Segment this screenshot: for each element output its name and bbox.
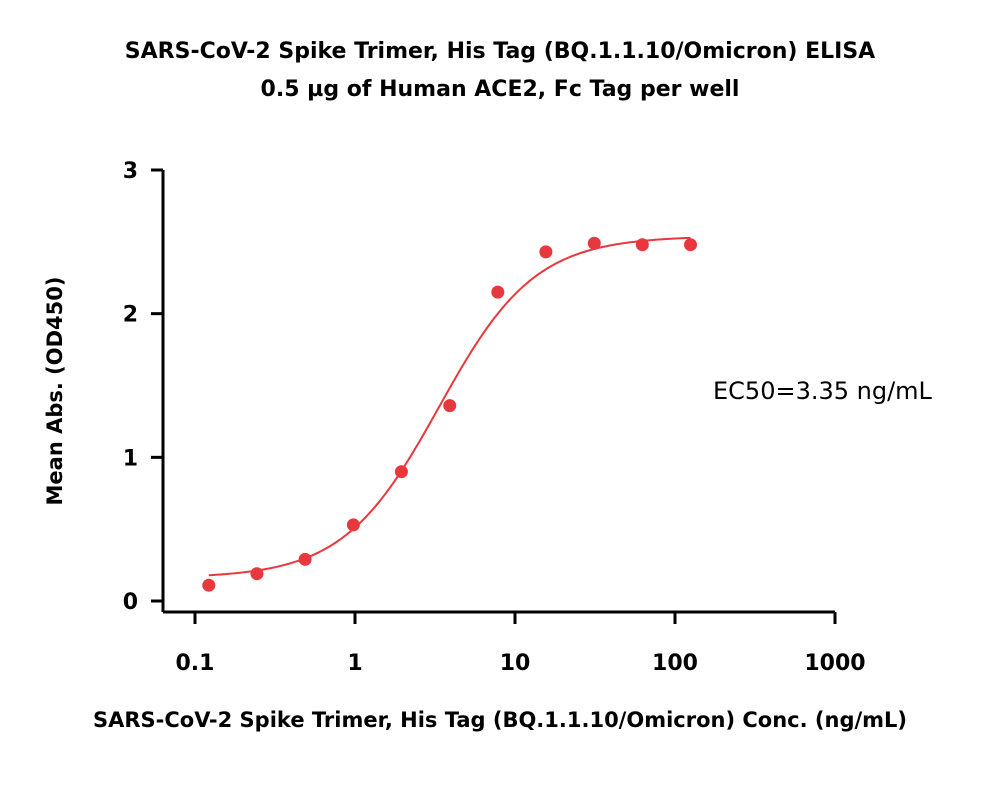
data-point — [394, 465, 408, 479]
data-point — [587, 236, 601, 250]
ticks: 0.1 1 10 100 1000 0 1 2 3 — [123, 159, 866, 676]
axes — [161, 170, 835, 614]
fit-curve — [208, 236, 691, 577]
points-layer — [202, 236, 698, 592]
ec50-annotation: EC50=3.35 ng/mL — [713, 377, 933, 405]
data-point — [298, 552, 312, 566]
x-tick-label: 1 — [347, 651, 362, 676]
y-tick-label: 1 — [123, 446, 138, 471]
chart-title: SARS-CoV-2 Spike Trimer, His Tag (BQ.1.1… — [125, 39, 875, 64]
x-tick-label: 10 — [500, 651, 531, 676]
data-point — [684, 238, 698, 252]
y-axis-title: Mean Abs. (OD450) — [43, 277, 67, 506]
chart-subtitle: 0.5 µg of Human ACE2, Fc Tag per well — [261, 77, 740, 102]
y-tick-label: 3 — [123, 159, 138, 184]
y-tick-label: 0 — [123, 590, 138, 615]
data-point — [635, 238, 649, 252]
data-point — [491, 285, 505, 299]
data-point — [202, 578, 216, 592]
data-point — [443, 399, 457, 413]
x-tick-label: 0.1 — [176, 651, 215, 676]
fit-layer — [208, 236, 691, 577]
data-point — [250, 567, 264, 581]
x-tick-label: 1000 — [804, 651, 865, 676]
x-tick-label: 100 — [652, 651, 698, 676]
data-point — [539, 245, 553, 259]
x-axis-title: SARS-CoV-2 Spike Trimer, His Tag (BQ.1.1… — [93, 708, 907, 732]
data-point — [346, 518, 360, 532]
y-tick-label: 2 — [123, 303, 138, 328]
